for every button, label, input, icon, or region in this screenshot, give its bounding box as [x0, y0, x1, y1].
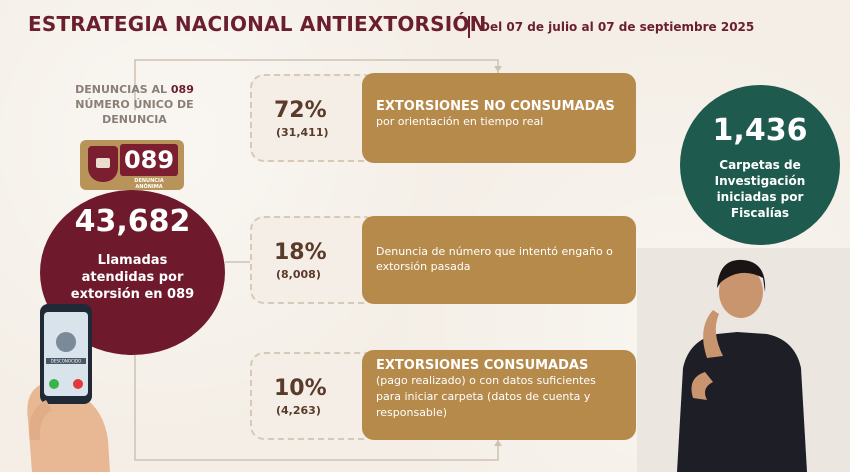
category-card-1: EXTORSIONES NO CONSUMADAS por orientació… [362, 73, 636, 163]
card-heading: EXTORSIONES CONSUMADAS [376, 358, 589, 373]
stat-count: (8,008) [276, 268, 321, 281]
interpreter-figure [637, 248, 850, 472]
shield-icon [88, 146, 118, 182]
den-line1: DENUNCIAS AL [75, 83, 168, 96]
den-line2: NÚMERO ÚNICO DE [75, 98, 194, 111]
badge-number: 089 [120, 144, 178, 176]
title-divider [468, 16, 470, 38]
stat-box-1: 72% (31,411) [250, 74, 378, 162]
stat-count: (4,263) [276, 404, 321, 417]
stat-pct: 10% [274, 376, 327, 401]
stat-pct: 18% [274, 240, 327, 265]
calls-total: 43,682 [74, 204, 191, 239]
den-number: 089 [170, 83, 194, 96]
card-body: por orientación en tiempo real [376, 115, 544, 128]
carpetas-circle: 1,436 Carpetas de Investigación iniciada… [680, 85, 840, 245]
page-title: ESTRATEGIA NACIONAL ANTIEXTORSIÓN [28, 12, 487, 36]
089-logo: 089 DENUNCIA ANÓNIMA [80, 140, 184, 190]
sign-language-interpreter-video [637, 248, 850, 472]
badge-subtitle: DENUNCIA ANÓNIMA [134, 178, 164, 190]
phone-hand-illustration: DESCONOCIDO [27, 304, 110, 472]
calls-description: Llamadas atendidas por extorsión en 089 [70, 253, 195, 302]
carpetas-total: 1,436 [712, 113, 808, 148]
card-body: (pago realizado) o con datos suficientes… [376, 374, 596, 419]
decline-call-icon [73, 379, 83, 389]
card-heading: EXTORSIONES NO CONSUMADAS [376, 99, 615, 114]
carpetas-description: Carpetas de Investigación iniciadas por … [714, 158, 806, 220]
category-card-2: Denuncia de número que intentó engaño o … [362, 216, 636, 304]
date-range: Del 07 de julio al 07 de septiembre 2025 [480, 20, 755, 34]
category-card-3: EXTORSIONES CONSUMADAS (pago realizado) … [362, 350, 636, 440]
accept-call-icon [49, 379, 59, 389]
stat-box-2: 18% (8,008) [250, 216, 378, 304]
caller-name: DESCONOCIDO [51, 359, 81, 364]
user-avatar-icon [56, 332, 76, 352]
stat-pct: 72% [274, 98, 327, 123]
stat-count: (31,411) [276, 126, 329, 139]
denuncias-label: DENUNCIAS AL 089 NÚMERO ÚNICO DE DENUNCI… [62, 82, 207, 127]
den-line3: DENUNCIA [102, 113, 167, 126]
card-body: Denuncia de número que intentó engaño o … [376, 245, 613, 273]
stat-box-3: 10% (4,263) [250, 352, 378, 440]
